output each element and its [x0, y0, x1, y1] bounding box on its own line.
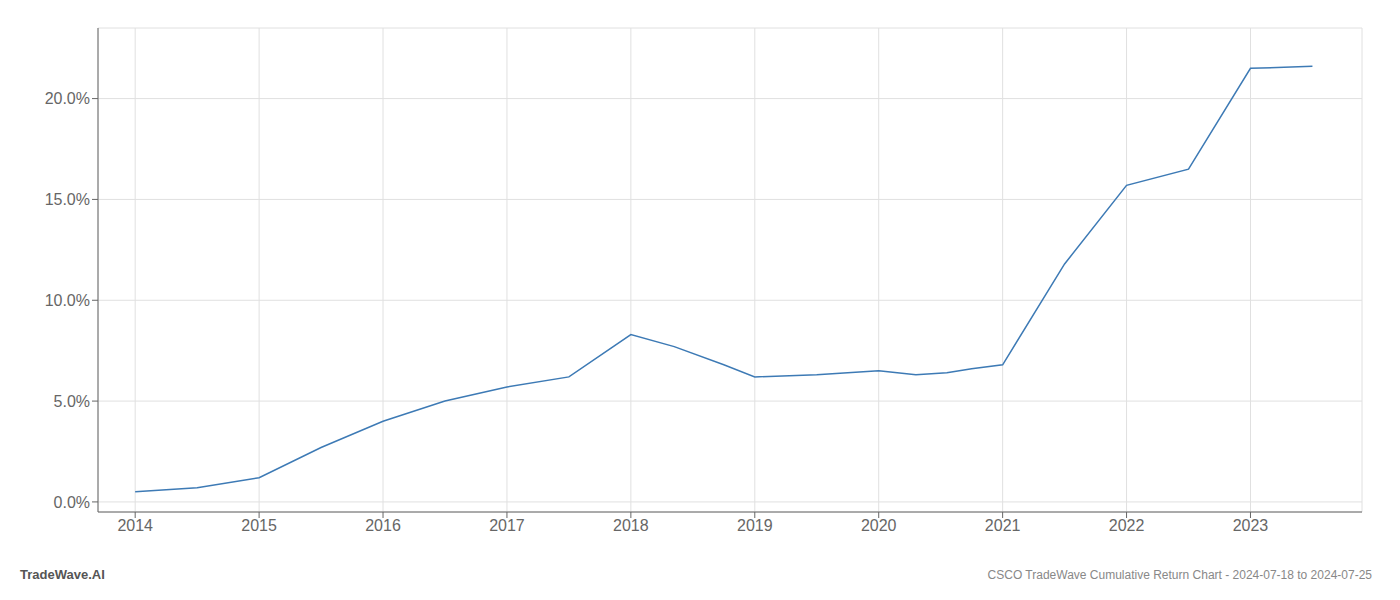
- svg-text:10.0%: 10.0%: [45, 292, 90, 309]
- svg-text:2022: 2022: [1109, 517, 1145, 534]
- svg-text:2016: 2016: [365, 517, 401, 534]
- html-text:TradeWave.AI: TradeWave.AI: [20, 567, 105, 582]
- svg-text:20.0%: 20.0%: [45, 90, 90, 107]
- svg-text:2014: 2014: [117, 517, 153, 534]
- svg-text:2023: 2023: [1233, 517, 1269, 534]
- svg-text:2018: 2018: [613, 517, 649, 534]
- svg-text:2015: 2015: [241, 517, 277, 534]
- svg-text:2017: 2017: [489, 517, 525, 534]
- svg-text:2019: 2019: [737, 517, 773, 534]
- svg-text:2020: 2020: [861, 517, 897, 534]
- svg-text:2021: 2021: [985, 517, 1021, 534]
- svg-text:15.0%: 15.0%: [45, 191, 90, 208]
- html-text:CSCO TradeWave Cumulative Retu: CSCO TradeWave Cumulative Return Chart -…: [987, 568, 1372, 582]
- svg-text:0.0%: 0.0%: [54, 494, 90, 511]
- svg-text:5.0%: 5.0%: [54, 393, 90, 410]
